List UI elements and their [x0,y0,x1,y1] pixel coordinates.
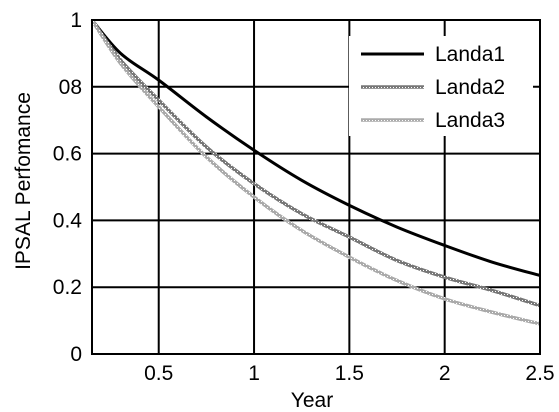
x-axis-label: Year [291,389,333,412]
x-tick-label: 2 [439,362,451,385]
x-tick-label: 1.5 [335,362,364,385]
legend-label-landa2: Landa2 [435,76,505,99]
y-tick-label: 0.6 [53,143,82,166]
series-line-landa1 [90,19,541,277]
plot-frame [91,19,541,355]
tick-label-layer: 0.5 1 1.5 2 2.5 0 0.2 0.4 0.6 08 1 [53,9,555,385]
legend-label-landa1: Landa1 [435,43,505,66]
legend-label-landa3: Landa3 [435,109,505,132]
y-tick-label: 0.4 [53,209,83,232]
x-tick-label: 1 [248,362,260,385]
legend: Landa1 Landa2 Landa3 [349,36,533,136]
x-tick-label: 0.5 [144,362,173,385]
y-tick-label: 1 [70,9,82,32]
y-tick-label: 08 [59,76,82,99]
y-axis-label: IPSAL Perfomance [12,92,35,270]
y-tick-label: 0 [70,343,82,366]
x-tick-label: 2.5 [525,362,554,385]
series-line-landa3 [90,19,541,326]
series-layer [90,18,541,326]
y-tick-label: 0.2 [53,276,82,299]
series-line-landa2 [90,18,541,308]
